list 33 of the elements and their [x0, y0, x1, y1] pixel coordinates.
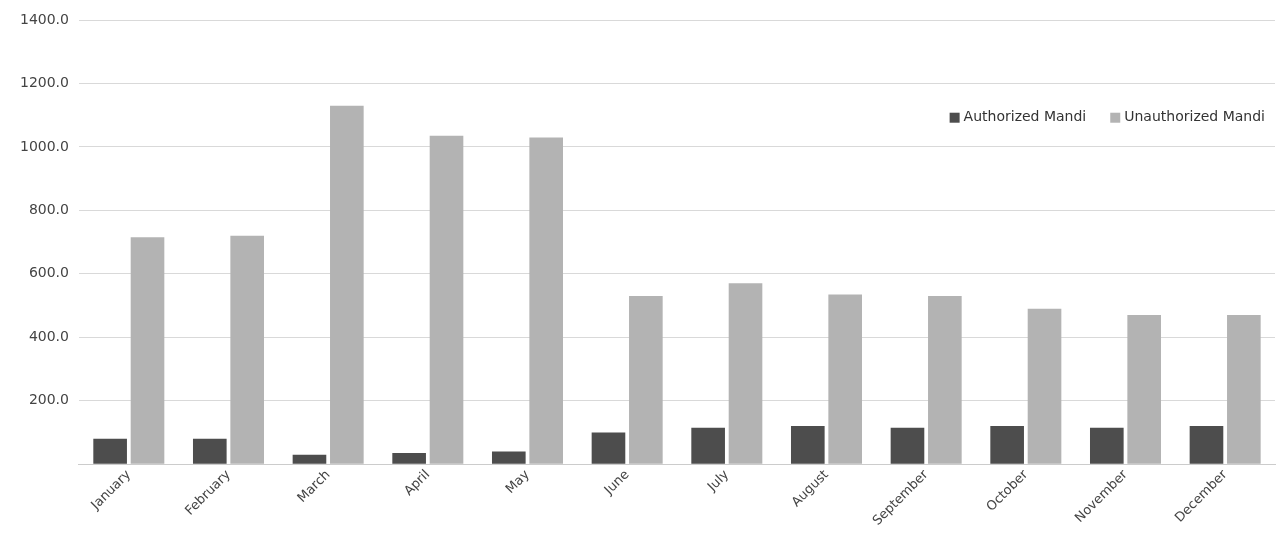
bar: [928, 296, 962, 464]
y-tick-label: 600.0: [28, 264, 69, 281]
bar: [330, 105, 364, 464]
y-tick-label: 1000.0: [19, 137, 69, 154]
bar: [890, 427, 925, 464]
bar: [93, 438, 127, 464]
bar: [1089, 427, 1124, 464]
bar: [192, 438, 227, 464]
y-tick-label: 1400.0: [19, 10, 69, 27]
bar: [392, 453, 426, 464]
bar: [292, 454, 327, 464]
bar: [1189, 426, 1224, 464]
bar: [828, 294, 862, 464]
y-tick-label: 800.0: [28, 200, 69, 217]
legend-label: Authorized Mandi: [963, 108, 1087, 125]
bar: [990, 426, 1024, 464]
bar: [591, 432, 626, 464]
bar: [629, 296, 663, 464]
legend-label: Unauthorized Mandi: [1124, 108, 1266, 125]
bar: [429, 135, 464, 464]
bar: [1127, 315, 1162, 464]
bar: [728, 283, 763, 464]
y-tick-label: 400.0: [28, 327, 69, 344]
bar: [130, 237, 165, 464]
y-tick-label: 200.0: [28, 391, 69, 408]
bar: [230, 235, 264, 464]
bar: [1227, 315, 1261, 464]
bar: [491, 451, 526, 464]
bar: [790, 426, 825, 464]
bar: [691, 427, 725, 464]
y-tick-label: 1200.0: [19, 74, 69, 91]
bar: [1027, 308, 1062, 464]
bar: [529, 137, 563, 464]
